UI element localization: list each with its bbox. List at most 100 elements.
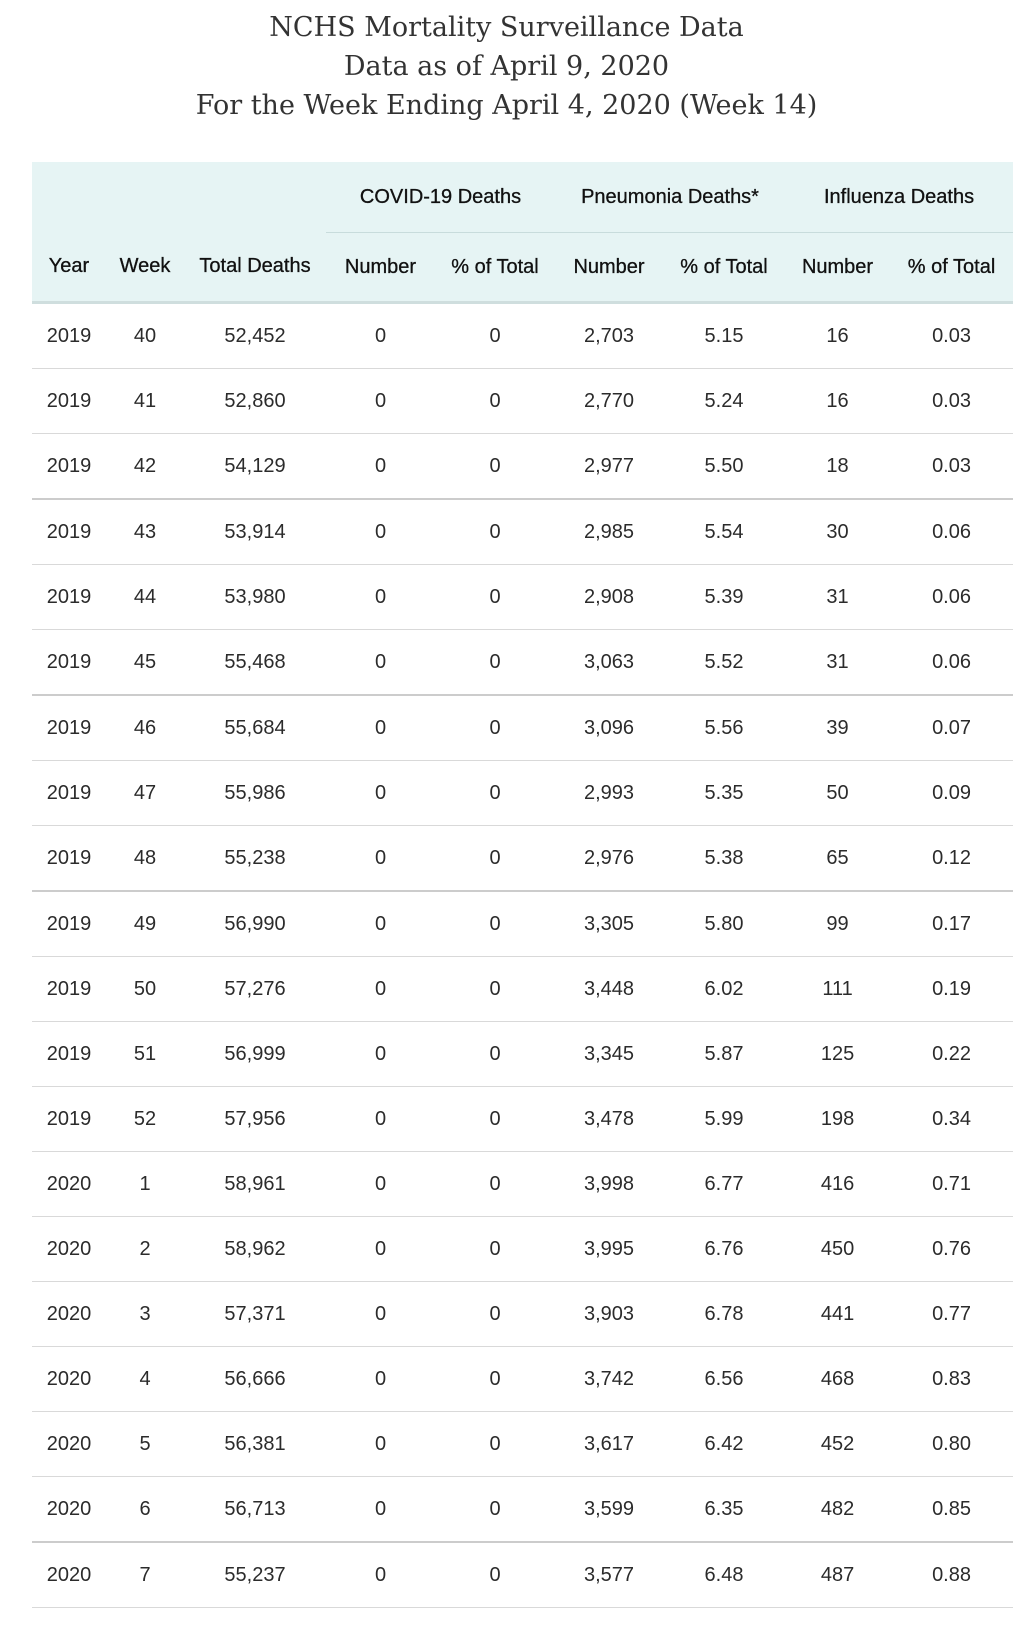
cell-influenza-number: 50	[785, 760, 891, 826]
cell-covid-percent: 0	[435, 1216, 556, 1282]
cell-pneumonia-number: 3,448	[555, 956, 664, 1022]
cell-pneumonia-number: 3,478	[555, 1086, 664, 1152]
cell-covid-percent: 0	[435, 1411, 556, 1477]
cell-covid-number: 0	[326, 825, 435, 892]
cell-influenza-number: 30	[785, 499, 891, 565]
cell-covid-number: 0	[326, 629, 435, 696]
cell-influenza-percent: 0.06	[890, 499, 1013, 565]
table-row: 2019 40 52,452 0 0 2,703 5.15 16 0.03	[32, 302, 1013, 369]
cell-pneumonia-number: 3,903	[555, 1281, 664, 1347]
cell-week: 6	[106, 1476, 184, 1543]
cell-year: 2020	[32, 1476, 106, 1543]
cell-pneumonia-percent: 5.80	[663, 891, 786, 957]
cell-covid-number: 0	[326, 1411, 435, 1477]
cell-covid-percent: 0	[435, 760, 556, 826]
cell-pneumonia-number: 3,063	[555, 629, 664, 696]
column-header-covid-percent: % of Total	[435, 232, 556, 304]
cell-influenza-percent: 0.19	[890, 956, 1013, 1022]
cell-influenza-number: 18	[785, 433, 891, 500]
cell-influenza-percent: 0.85	[890, 1476, 1013, 1543]
cell-influenza-percent: 0.77	[890, 1281, 1013, 1347]
cell-week: 3	[106, 1281, 184, 1347]
cell-covid-percent: 0	[435, 368, 556, 434]
table-header: COVID-19 Deaths Pneumonia Deaths* Influe…	[32, 162, 1013, 304]
cell-influenza-percent: 0.03	[890, 368, 1013, 434]
cell-covid-percent: 0	[435, 1542, 556, 1608]
cell-pneumonia-percent: 6.76	[663, 1216, 786, 1282]
cell-influenza-percent: 0.06	[890, 564, 1013, 630]
cell-pneumonia-number: 3,995	[555, 1216, 664, 1282]
cell-year: 2019	[32, 302, 106, 369]
cell-pneumonia-percent: 6.56	[663, 1346, 786, 1412]
cell-pneumonia-number: 2,703	[555, 302, 664, 369]
cell-year: 2019	[32, 695, 106, 761]
cell-influenza-percent: 0.17	[890, 891, 1013, 957]
cell-total-deaths: 53,914	[184, 499, 326, 565]
cell-pneumonia-percent: 6.02	[663, 956, 786, 1022]
cell-influenza-percent: 0.03	[890, 302, 1013, 369]
cell-influenza-percent: 0.83	[890, 1346, 1013, 1412]
cell-pneumonia-number: 3,096	[555, 695, 664, 761]
cell-covid-percent: 0	[435, 956, 556, 1022]
cell-pneumonia-percent: 6.78	[663, 1281, 786, 1347]
cell-week: 41	[106, 368, 184, 434]
cell-influenza-percent: 0.07	[890, 695, 1013, 761]
cell-influenza-number: 16	[785, 368, 891, 434]
title-line-2: Data as of April 9, 2020	[343, 51, 670, 82]
cell-influenza-number: 39	[785, 695, 891, 761]
table-row: 2020 7 55,237 0 0 3,577 6.48 487 0.88	[32, 1542, 1013, 1608]
cell-influenza-number: 198	[785, 1086, 891, 1152]
table-row: 2020 5 56,381 0 0 3,617 6.42 452 0.80	[32, 1411, 1013, 1477]
cell-covid-number: 0	[326, 760, 435, 826]
cell-covid-number: 0	[326, 1346, 435, 1412]
table-row: 2019 49 56,990 0 0 3,305 5.80 99 0.17	[32, 891, 1013, 957]
table-row: 2019 52 57,956 0 0 3,478 5.99 198 0.34	[32, 1086, 1013, 1152]
cell-covid-number: 0	[326, 1021, 435, 1087]
table-row: 2020 2 58,962 0 0 3,995 6.76 450 0.76	[32, 1216, 1013, 1282]
cell-covid-percent: 0	[435, 302, 556, 369]
cell-week: 52	[106, 1086, 184, 1152]
cell-week: 1	[106, 1151, 184, 1217]
table-row: 2019 41 52,860 0 0 2,770 5.24 16 0.03	[32, 368, 1013, 434]
column-header-pneumonia-number: Number	[555, 232, 664, 304]
column-header-covid-number: Number	[326, 232, 435, 304]
cell-influenza-percent: 0.34	[890, 1086, 1013, 1152]
cell-week: 4	[106, 1346, 184, 1412]
cell-covid-number: 0	[326, 1151, 435, 1217]
cell-year: 2019	[32, 433, 106, 500]
cell-week: 44	[106, 564, 184, 630]
cell-influenza-number: 125	[785, 1021, 891, 1087]
cell-week: 45	[106, 629, 184, 696]
cell-covid-percent: 0	[435, 1021, 556, 1087]
cell-year: 2019	[32, 1021, 106, 1087]
cell-influenza-percent: 0.12	[890, 825, 1013, 892]
cell-covid-percent: 0	[435, 825, 556, 892]
cell-total-deaths: 58,961	[184, 1151, 326, 1217]
table-row: 2019 45 55,468 0 0 3,063 5.52 31 0.06	[32, 629, 1013, 696]
cell-covid-percent: 0	[435, 891, 556, 957]
table-row: 2019 48 55,238 0 0 2,976 5.38 65 0.12	[32, 825, 1013, 892]
cell-influenza-number: 31	[785, 629, 891, 696]
cell-total-deaths: 52,452	[184, 302, 326, 369]
table-row: 2019 42 54,129 0 0 2,977 5.50 18 0.03	[32, 433, 1013, 500]
cell-week: 5	[106, 1411, 184, 1477]
cell-influenza-number: 31	[785, 564, 891, 630]
cell-influenza-percent: 0.71	[890, 1151, 1013, 1217]
cell-covid-percent: 0	[435, 1151, 556, 1217]
cell-influenza-number: 452	[785, 1411, 891, 1477]
cell-influenza-number: 16	[785, 302, 891, 369]
cell-total-deaths: 52,860	[184, 368, 326, 434]
cell-pneumonia-number: 3,599	[555, 1476, 664, 1543]
group-header-blank	[32, 162, 326, 233]
cell-pneumonia-number: 3,345	[555, 1021, 664, 1087]
cell-week: 49	[106, 891, 184, 957]
cell-week: 7	[106, 1542, 184, 1608]
cell-influenza-number: 416	[785, 1151, 891, 1217]
cell-week: 48	[106, 825, 184, 892]
cell-year: 2020	[32, 1411, 106, 1477]
cell-pneumonia-number: 3,998	[555, 1151, 664, 1217]
cell-pneumonia-percent: 5.99	[663, 1086, 786, 1152]
cell-influenza-percent: 0.22	[890, 1021, 1013, 1087]
cell-influenza-number: 65	[785, 825, 891, 892]
cell-influenza-number: 111	[785, 956, 891, 1022]
